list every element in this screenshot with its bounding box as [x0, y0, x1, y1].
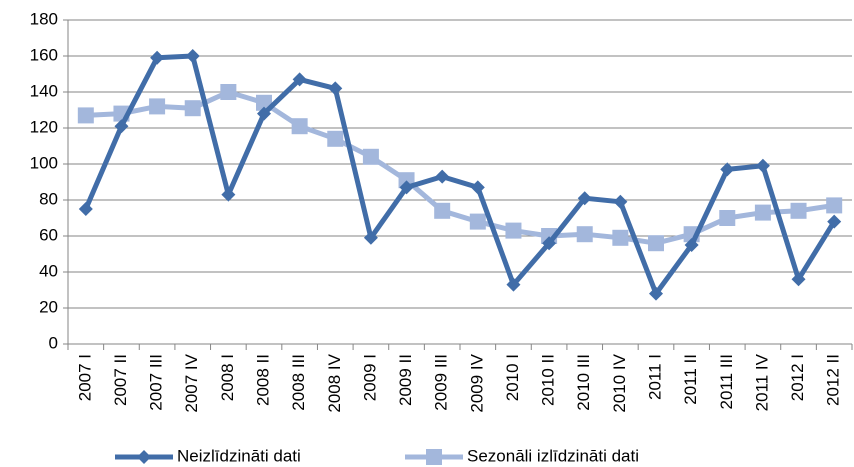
x-tick-label: 2011 II — [681, 354, 700, 405]
y-tick-label: 20 — [39, 297, 58, 316]
data-point — [328, 81, 343, 96]
y-tick-label: 140 — [30, 81, 58, 100]
data-point — [790, 202, 807, 219]
data-point — [362, 148, 379, 165]
data-point — [292, 72, 307, 87]
series-line — [85, 89, 835, 246]
legend-label: Sezonāli izlīdzināti dati — [467, 446, 639, 465]
y-tick-label: 100 — [30, 153, 58, 172]
data-point — [719, 210, 736, 226]
x-tick-label: 2010 II — [539, 354, 558, 406]
data-point — [755, 158, 770, 173]
data-point — [827, 214, 842, 229]
x-tick-label: 2008 III — [289, 354, 308, 411]
data-point — [434, 202, 451, 219]
data-point — [791, 272, 806, 287]
series-line — [83, 53, 837, 297]
y-tick-label: 160 — [30, 45, 58, 64]
y-tick-label: 120 — [30, 117, 58, 136]
data-point — [470, 180, 485, 195]
data-point — [754, 204, 771, 221]
data-point — [77, 107, 94, 124]
y-tick-label: 180 — [30, 9, 58, 28]
y-tick-label: 40 — [39, 261, 58, 280]
x-tick-label: 2012 I — [788, 354, 807, 401]
data-point — [649, 286, 663, 301]
data-point — [435, 169, 450, 184]
x-tick-label: 2009 III — [432, 354, 451, 411]
data-point — [220, 84, 237, 100]
data-point — [399, 180, 414, 195]
data-point — [114, 119, 129, 134]
data-point — [291, 118, 308, 135]
x-tick-label: 2009 IV — [467, 353, 486, 412]
y-tick-label: 60 — [39, 225, 58, 244]
data-point — [185, 49, 200, 63]
x-tick-label: 2008 I — [218, 354, 237, 401]
x-tick-label: 2007 I — [75, 354, 94, 401]
x-tick-label: 2011 IV — [752, 353, 771, 411]
data-point — [648, 235, 664, 252]
x-tick-label: 2011 I — [645, 354, 664, 400]
data-point — [78, 202, 93, 216]
data-point — [576, 226, 593, 243]
data-point — [257, 106, 271, 121]
x-tick-label: 2009 I — [360, 354, 379, 401]
data-point — [684, 238, 699, 252]
x-tick-label: 2008 IV — [325, 353, 344, 412]
data-point — [542, 236, 557, 251]
x-tick-label: 2007 III — [147, 354, 166, 411]
legend-marker — [426, 449, 442, 465]
data-point — [184, 100, 201, 117]
data-point — [613, 194, 628, 209]
x-tick-label: 2008 II — [253, 354, 272, 406]
data-point — [150, 50, 165, 65]
data-point — [327, 130, 344, 147]
x-tick-label: 2007 IV — [182, 353, 201, 412]
x-tick-label: 2007 II — [111, 354, 130, 406]
data-point — [149, 98, 166, 115]
x-tick-label: 2010 I — [503, 354, 522, 401]
data-point — [363, 230, 378, 245]
data-point — [612, 229, 629, 246]
x-tick-label: 2010 III — [574, 354, 593, 411]
data-point — [469, 213, 486, 230]
data-point — [826, 197, 843, 214]
x-tick-label: 2012 II — [824, 354, 843, 406]
y-tick-label: 80 — [39, 189, 58, 208]
legend-marker — [137, 450, 151, 464]
x-tick-label: 2010 IV — [610, 353, 629, 412]
data-point — [506, 277, 521, 292]
legend-label: Neizlīdzināti dati — [177, 446, 301, 465]
data-point — [577, 191, 592, 206]
data-point — [505, 222, 522, 239]
y-tick-label: 0 — [49, 333, 58, 352]
x-tick-label: 2011 III — [717, 354, 736, 409]
x-tick-label: 2009 II — [396, 354, 415, 406]
data-point — [221, 187, 236, 202]
data-point — [720, 162, 735, 177]
